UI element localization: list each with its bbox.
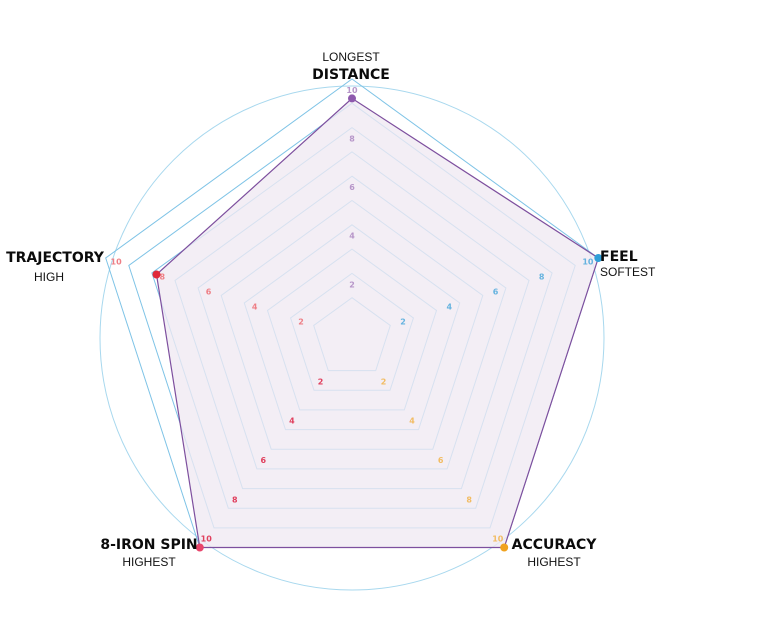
tick-label: 2 (400, 317, 406, 326)
axis-label-feel: FEEL SOFTEST (600, 249, 656, 279)
tick-label: 4 (289, 417, 295, 426)
data-point (152, 270, 161, 279)
tick-label: 10 (346, 86, 358, 95)
tick-label: 6 (493, 287, 499, 296)
tick-label: 4 (409, 417, 415, 426)
axis-sublabel-8-iron-spin: HIGHEST (122, 555, 176, 569)
data-point (500, 543, 509, 552)
data-point (195, 543, 204, 552)
tick-label: 8 (539, 272, 545, 281)
tick-label: 2 (298, 317, 304, 326)
tick-label: 10 (582, 257, 594, 266)
axis-sublabel-feel: SOFTEST (600, 265, 656, 279)
tick-label: 4 (447, 302, 453, 311)
tick-label: 8 (349, 135, 355, 144)
data-point (594, 254, 603, 262)
tick-label: 6 (206, 287, 212, 296)
series-area (155, 97, 600, 549)
axis-title-feel: FEEL (600, 249, 638, 265)
outer-circle (99, 85, 605, 591)
axis-label-accuracy: ACCURACY HIGHEST (512, 537, 598, 569)
tick-label: 6 (261, 456, 267, 465)
series-layer (155, 97, 600, 549)
axis-sublabel-distance: LONGEST (322, 50, 380, 64)
tick-label: 2 (381, 377, 387, 386)
axis-sublabel-accuracy: HIGHEST (527, 555, 581, 569)
tick-label: 4 (349, 232, 355, 241)
tick-label: 2 (349, 280, 355, 289)
tick-label: 8 (466, 495, 472, 504)
tick-label: 10 (111, 257, 123, 266)
tick-label: 4 (252, 302, 258, 311)
axis-title-8-iron-spin: 8-IRON SPIN (100, 537, 197, 553)
data-points (152, 94, 603, 552)
tick-label: 8 (232, 495, 238, 504)
tick-label: 6 (349, 183, 355, 192)
axis-title-accuracy: ACCURACY (512, 537, 598, 553)
tick-labels: 2 4 6 8 10 2 4 6 8 10 2 4 6 8 10 2 4 6 8 10 2 4 6 8 10 (111, 86, 594, 544)
axis-title-trajectory: TRAJECTORY (6, 250, 105, 266)
axis-label-trajectory: TRAJECTORY HIGH (6, 250, 105, 284)
axis-sublabel-trajectory: HIGH (34, 270, 64, 284)
tick-label: 8 (160, 272, 166, 281)
tick-label: 10 (492, 535, 504, 544)
tick-label: 6 (438, 456, 444, 465)
axis-title-distance: DISTANCE (312, 67, 390, 83)
axis-label-distance: LONGEST DISTANCE (312, 50, 390, 83)
tick-label: 10 (201, 535, 213, 544)
tick-label: 2 (318, 377, 324, 386)
axis-label-8-iron-spin: 8-IRON SPIN HIGHEST (100, 537, 197, 569)
data-point (348, 94, 356, 103)
